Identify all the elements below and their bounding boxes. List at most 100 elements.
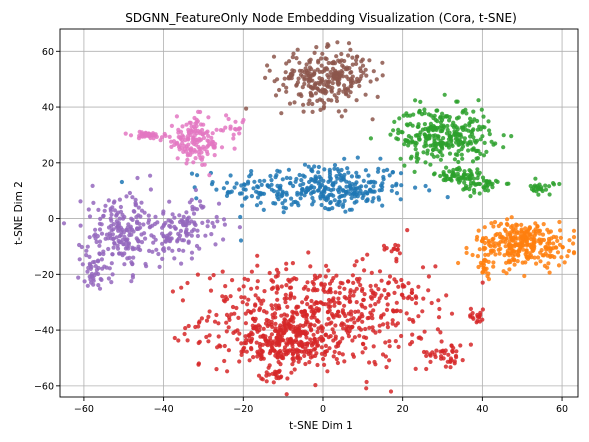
data-point — [298, 339, 303, 344]
data-point — [261, 309, 267, 314]
data-point — [368, 79, 373, 84]
data-point — [293, 338, 298, 343]
data-point — [224, 193, 230, 198]
y-tick-label: −20 — [34, 270, 54, 281]
data-point — [468, 119, 473, 125]
data-point — [273, 274, 278, 279]
data-point — [289, 349, 294, 354]
data-point — [136, 205, 141, 210]
data-point — [177, 233, 183, 238]
data-point — [93, 227, 98, 232]
data-point — [403, 138, 408, 143]
data-point — [348, 325, 353, 331]
data-point — [523, 226, 528, 231]
data-point — [330, 81, 335, 86]
data-point — [310, 195, 315, 201]
data-point — [515, 259, 520, 264]
data-point — [350, 338, 355, 343]
data-point — [130, 217, 135, 222]
data-point — [125, 256, 130, 261]
data-point — [321, 356, 326, 362]
data-point — [197, 199, 203, 204]
data-point — [348, 47, 353, 53]
data-point — [283, 300, 288, 305]
data-point — [312, 71, 317, 76]
data-point — [402, 163, 407, 168]
data-point — [449, 139, 454, 144]
data-point — [477, 191, 482, 196]
data-point — [411, 112, 416, 117]
data-point — [269, 303, 274, 308]
data-point — [406, 281, 411, 286]
data-point — [451, 125, 457, 130]
data-point — [426, 127, 431, 132]
data-point — [246, 297, 251, 302]
data-point — [192, 220, 197, 225]
data-point — [441, 170, 446, 175]
data-point — [346, 334, 351, 339]
data-point — [318, 300, 323, 305]
data-point — [551, 182, 557, 187]
data-point — [405, 228, 410, 233]
data-point — [429, 300, 434, 306]
data-point — [551, 246, 556, 251]
data-point — [288, 326, 293, 331]
data-point — [188, 147, 194, 152]
data-point — [213, 242, 218, 247]
data-point — [257, 178, 262, 184]
data-point — [466, 141, 471, 146]
data-point — [133, 197, 138, 202]
data-point — [304, 350, 309, 355]
data-point — [533, 221, 538, 226]
data-point — [335, 360, 340, 366]
data-point — [283, 198, 288, 203]
data-point — [386, 281, 391, 286]
data-point — [332, 163, 338, 168]
data-point — [109, 261, 114, 266]
data-point — [332, 349, 337, 354]
data-point — [468, 342, 473, 347]
data-point — [284, 349, 290, 354]
data-point — [273, 321, 278, 326]
data-point — [97, 251, 102, 256]
data-point — [322, 101, 327, 106]
data-point — [495, 179, 500, 184]
data-point — [131, 255, 136, 260]
data-point — [111, 222, 116, 227]
data-point — [272, 328, 278, 333]
data-point — [341, 89, 346, 94]
data-point — [312, 50, 317, 56]
data-point — [313, 340, 318, 345]
data-point — [294, 305, 299, 310]
data-point — [424, 353, 429, 358]
data-point — [184, 227, 189, 232]
data-point — [509, 215, 514, 220]
data-point — [455, 99, 460, 104]
data-point — [443, 364, 448, 369]
data-point — [90, 183, 95, 188]
data-point — [122, 242, 127, 247]
data-point — [114, 212, 119, 217]
data-point — [278, 186, 283, 192]
data-point — [340, 352, 345, 357]
data-point — [259, 376, 264, 381]
data-point — [507, 267, 512, 272]
data-point — [237, 359, 242, 364]
data-point — [447, 118, 452, 123]
data-point — [108, 208, 113, 213]
data-point — [371, 184, 376, 189]
data-point — [464, 245, 469, 251]
data-point — [306, 164, 311, 169]
data-point — [521, 234, 526, 239]
data-point — [254, 189, 259, 194]
data-point — [357, 333, 362, 338]
data-point — [310, 109, 315, 114]
data-point — [309, 177, 314, 182]
data-point — [243, 321, 248, 326]
data-point — [438, 150, 443, 155]
data-point — [220, 294, 225, 299]
data-point — [242, 295, 247, 300]
data-point — [349, 309, 354, 314]
data-point — [360, 319, 365, 324]
data-point — [396, 131, 401, 136]
